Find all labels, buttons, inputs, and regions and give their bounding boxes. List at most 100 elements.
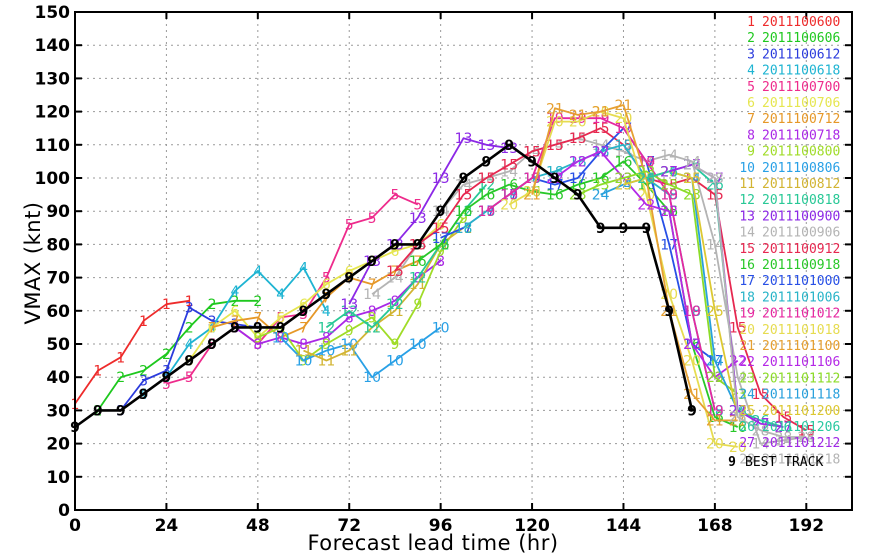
data-point-marker: 2 — [162, 347, 171, 363]
data-point-marker: 13 — [432, 171, 450, 187]
legend-label: 2011100612 — [762, 47, 840, 62]
data-point-marker: 5 — [299, 307, 308, 323]
data-point-marker: 9 — [116, 403, 126, 419]
data-point-marker: 21 — [706, 413, 724, 429]
data-point-marker: 15 — [546, 138, 564, 154]
x-tick-label: 48 — [246, 516, 270, 536]
data-point-marker: 22 — [683, 337, 701, 353]
data-point-marker: 14 — [706, 237, 724, 253]
data-point-marker: 15 — [455, 188, 473, 204]
data-point-marker: 28 — [683, 158, 701, 174]
data-point-marker: 16 — [500, 178, 518, 194]
data-point-marker: 4 — [322, 304, 331, 320]
data-point-marker: 9 — [504, 138, 514, 154]
grid — [75, 11, 852, 510]
legend-label: 2011101100 — [762, 339, 840, 354]
data-point-marker: 9 — [93, 403, 103, 419]
data-point-marker: 15 — [592, 121, 610, 137]
legend-label: 2011100618 — [762, 64, 840, 79]
legend-label: 2011100806 — [762, 161, 840, 176]
data-point-marker: 24 — [615, 178, 633, 194]
data-point-marker: 6 — [231, 304, 240, 320]
data-point-marker: 16 — [409, 254, 427, 270]
data-point-marker: 16 — [615, 154, 633, 170]
legend-entry: 9 2011100800 — [747, 145, 840, 160]
data-point-marker: 26 — [660, 164, 678, 180]
series-line — [691, 163, 807, 438]
data-point-marker: 9 — [459, 171, 469, 187]
legend-label: 2011101000 — [762, 274, 840, 289]
data-point-marker: 23 — [683, 188, 701, 204]
data-point-marker: 16 — [729, 420, 747, 436]
data-point-marker: 18 — [455, 221, 473, 237]
data-point-marker: 15 — [432, 221, 450, 237]
legend-marker: 1 — [747, 15, 755, 30]
data-point-marker: 9 — [184, 354, 194, 370]
data-point-marker: 15 — [797, 423, 815, 439]
legend-entry: 17 2011101000 — [739, 274, 840, 289]
data-point-marker: 25 — [637, 171, 655, 187]
data-point-marker: 5 — [185, 370, 194, 386]
legend-entry: 18 2011101006 — [739, 290, 840, 305]
data-point-marker: 28 — [729, 410, 747, 426]
legend-label: 2011100700 — [762, 80, 840, 95]
data-point-marker: 1 — [162, 297, 171, 313]
legend-entry: 10 2011100806 — [739, 161, 840, 176]
data-point-marker: 21 — [615, 98, 633, 114]
data-point-marker: 10 — [295, 354, 313, 370]
data-point-marker: 8 — [390, 294, 399, 310]
data-point-marker: 21 — [729, 413, 747, 429]
legend-entry: 27 2011101212 — [739, 436, 840, 451]
data-point-marker: 12 — [386, 297, 404, 313]
data-point-marker: 9 — [641, 221, 651, 237]
data-point-marker: 23 — [706, 370, 724, 386]
data-point-marker: 9 — [162, 370, 172, 386]
data-point-marker: 15 — [752, 387, 770, 403]
data-point-marker: 9 — [390, 337, 399, 353]
data-point-marker: 23 — [660, 178, 678, 194]
data-point-marker: 4 — [299, 261, 308, 277]
data-point-marker: 5 — [322, 271, 331, 287]
series-line — [508, 110, 738, 448]
data-point-marker: 14 — [363, 287, 381, 303]
data-point-marker: 9 — [390, 237, 400, 253]
legend-marker: 4 — [747, 64, 755, 79]
data-point-marker: 27 — [775, 420, 793, 436]
data-point-marker: 7 — [413, 254, 422, 270]
x-tick-label: 168 — [697, 516, 733, 536]
data-point-marker: 9 — [596, 221, 606, 237]
data-point-marker: 4 — [231, 284, 240, 300]
data-point-marker: 20 — [615, 111, 633, 127]
data-point-marker: 14 — [569, 131, 587, 147]
legend-label: 2011100718 — [762, 128, 840, 143]
data-point-marker: 27 — [660, 164, 678, 180]
legend-entry: 24 2011101118 — [739, 388, 840, 403]
data-point-marker: 28 — [775, 430, 793, 446]
legend-label: 2011101212 — [762, 436, 840, 451]
data-point-marker: 13 — [477, 138, 495, 154]
legend-entry: 3 2011100612 — [747, 47, 840, 62]
data-point-marker: 21 — [683, 387, 701, 403]
y-tick-label: 20 — [46, 435, 70, 455]
x-axis-label: Forecast lead time (hr) — [307, 531, 558, 555]
legend-marker: 5 — [747, 80, 755, 95]
data-point-marker: 20 — [592, 105, 610, 121]
data-point-marker: 2 — [253, 294, 262, 310]
series-line — [280, 326, 442, 379]
legend-marker: 9 — [747, 145, 755, 160]
data-point-marker: 16 — [569, 178, 587, 194]
data-point-marker: 3 — [139, 374, 148, 390]
data-point-marker: 25 — [706, 304, 724, 320]
data-point-marker: 9 — [687, 403, 697, 419]
legend-marker: 11 — [739, 177, 755, 192]
data-point-marker: 1 — [116, 350, 125, 366]
data-point-marker: 21 — [592, 105, 610, 121]
legend-marker: 12 — [739, 193, 755, 208]
data-point-marker: 19 — [569, 111, 587, 127]
data-point-marker: 13 — [455, 131, 473, 147]
data-point-marker: 9 — [664, 304, 674, 320]
